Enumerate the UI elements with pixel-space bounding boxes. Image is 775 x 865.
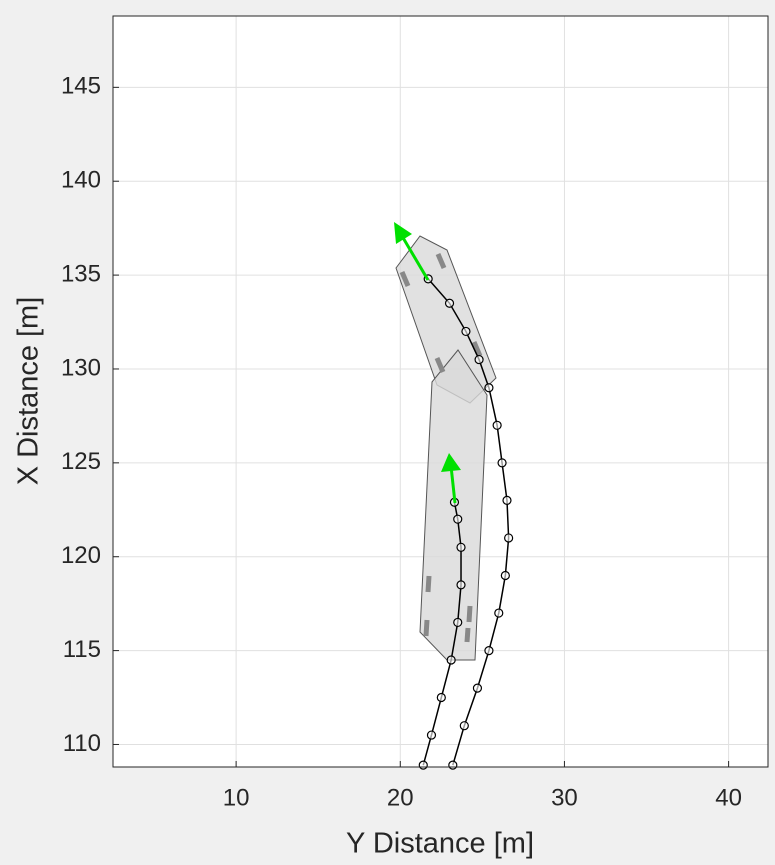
trajectory-marker — [436, 692, 446, 703]
trajectory-marker — [504, 533, 514, 543]
y-tick-label: 130 — [61, 354, 101, 381]
trajectory-marker — [484, 645, 494, 656]
trajectory-marker — [497, 458, 507, 468]
heading-arrow — [400, 235, 430, 281]
y-tick-label: 135 — [61, 260, 101, 287]
y-tick-label: 120 — [61, 542, 101, 569]
trajectory-marker — [492, 420, 502, 430]
arrow-head — [394, 222, 412, 244]
trajectory-marker — [472, 683, 483, 693]
x-axis-label: Y Distance [m] — [346, 828, 534, 860]
y-tick-label: 140 — [61, 167, 101, 194]
y-tick-label: 125 — [61, 448, 101, 475]
trajectory-marker — [453, 514, 463, 524]
axes-box — [112, 15, 769, 768]
trajectory-marker — [502, 495, 512, 505]
trajectory-marker — [459, 721, 469, 731]
x-tick-label: 30 — [551, 784, 578, 811]
wheels — [399, 253, 483, 643]
data — [418, 274, 514, 770]
heading-arrow — [449, 465, 457, 504]
trajectory-marker — [494, 608, 504, 618]
trajectory-marker — [418, 760, 428, 770]
trajectory-marker — [456, 542, 466, 552]
trajectory-marker — [461, 326, 471, 337]
trajectory-marker — [444, 298, 455, 308]
x-tick-label: 20 — [387, 784, 414, 811]
heading-arrows — [394, 222, 461, 504]
trajectory-marker — [426, 730, 437, 740]
y-tick-label: 110 — [63, 730, 101, 757]
x-tick-label: 10 — [223, 784, 250, 811]
y-tick-label: 145 — [61, 73, 101, 100]
x-tick-label: 40 — [715, 784, 742, 811]
arrow-head — [441, 453, 461, 472]
trajectory-marker — [456, 580, 466, 590]
trajectory-marker — [453, 617, 463, 628]
y-tick-label: 115 — [63, 636, 101, 663]
trajectory-marker — [448, 760, 458, 770]
trajectory-marker — [500, 570, 510, 581]
y-axis-label: X Distance [m] — [13, 297, 45, 486]
trajectory-marker — [484, 383, 494, 393]
trajectory-marker — [474, 354, 484, 365]
trajectory-marker — [446, 655, 456, 665]
